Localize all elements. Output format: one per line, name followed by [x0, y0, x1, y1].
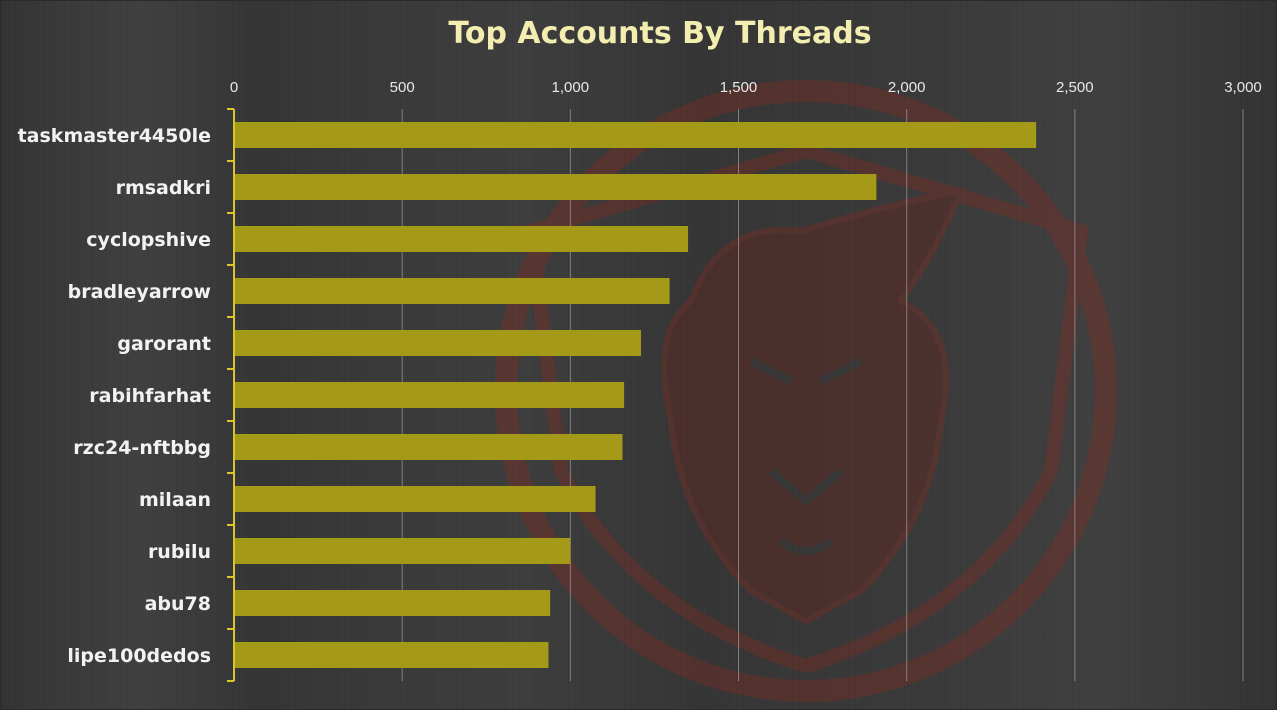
bars — [234, 122, 1037, 668]
x-tick-label: 2,500 — [1056, 79, 1094, 96]
x-axis-ticks: 0 500 1,000 1,500 2,000 2,500 3,000 — [230, 79, 1262, 96]
bar — [234, 486, 596, 512]
bar — [234, 122, 1037, 148]
y-category-label: garorant — [117, 333, 211, 355]
bar — [234, 174, 877, 200]
y-category-label: taskmaster4450le — [18, 125, 211, 147]
y-axis — [227, 108, 235, 682]
x-tick-label: 0 — [230, 79, 238, 96]
y-category-label: cyclopshive — [86, 229, 211, 251]
y-category-label: bradleyarrow — [68, 281, 211, 303]
bar — [234, 226, 689, 252]
y-category-label: rmsadkri — [116, 177, 211, 199]
y-category-label: lipe100dedos — [67, 645, 211, 667]
bar — [234, 434, 623, 460]
y-category-label: rabihfarhat — [89, 385, 211, 407]
x-tick-label: 500 — [390, 79, 415, 96]
y-category-label: rzc24-nftbbg — [73, 437, 211, 459]
bar — [234, 382, 625, 408]
y-category-label: abu78 — [145, 593, 211, 615]
gridlines — [401, 109, 1244, 681]
x-tick-label: 3,000 — [1224, 79, 1262, 96]
bar — [234, 538, 571, 564]
chart-title: Top Accounts By Threads — [448, 16, 871, 51]
bar — [234, 590, 551, 616]
y-category-label: rubilu — [148, 541, 211, 563]
y-axis-labels: taskmaster4450le rmsadkri cyclopshive bradl… — [18, 125, 211, 667]
bar — [234, 278, 670, 304]
x-tick-label: 2,000 — [888, 79, 926, 96]
bar — [234, 330, 641, 356]
x-tick-label: 1,000 — [552, 79, 590, 96]
bar — [234, 642, 549, 668]
x-tick-label: 1,500 — [720, 79, 758, 96]
y-category-label: milaan — [139, 489, 211, 511]
